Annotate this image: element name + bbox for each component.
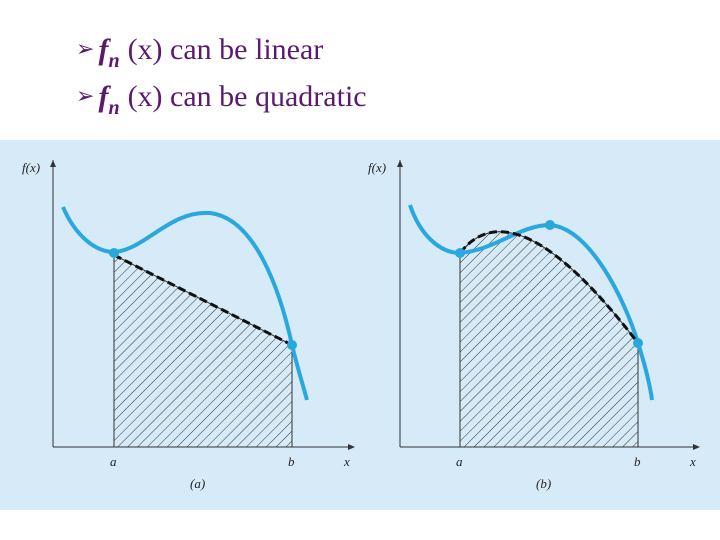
bullet: ➢ fn (x) can be linear — [76, 33, 324, 72]
point — [455, 248, 465, 258]
func: f — [98, 80, 109, 113]
x-label: x — [343, 454, 350, 469]
bullet-text: can be linear — [170, 33, 324, 66]
b-label: b — [634, 454, 641, 469]
b-label: b — [288, 454, 295, 469]
y-label: f(x) — [22, 160, 40, 175]
linear-approx — [113, 253, 293, 347]
y-label: f(x) — [368, 160, 386, 175]
point — [109, 248, 119, 258]
bullet-text: can be quadratic — [170, 80, 367, 113]
bullet-list: ➢ fn (x) can be linear ➢ fn (x) can be quadr… — [76, 28, 367, 122]
arg: (x) — [127, 80, 163, 113]
arg: (x) — [127, 33, 163, 66]
x-label: x — [689, 454, 696, 469]
a-label: a — [456, 454, 463, 469]
point — [287, 340, 297, 350]
curve — [61, 206, 309, 401]
bullet: ➢ fn (x) can be quadratic — [76, 80, 367, 119]
caption: (b) — [536, 476, 551, 491]
point — [633, 338, 643, 348]
subscript: n — [108, 50, 120, 72]
point — [545, 220, 555, 230]
quadratic-approx — [458, 230, 640, 344]
subscript: n — [108, 97, 120, 119]
func: f — [98, 33, 109, 66]
caption: (a) — [190, 476, 205, 491]
a-label: a — [110, 454, 117, 469]
